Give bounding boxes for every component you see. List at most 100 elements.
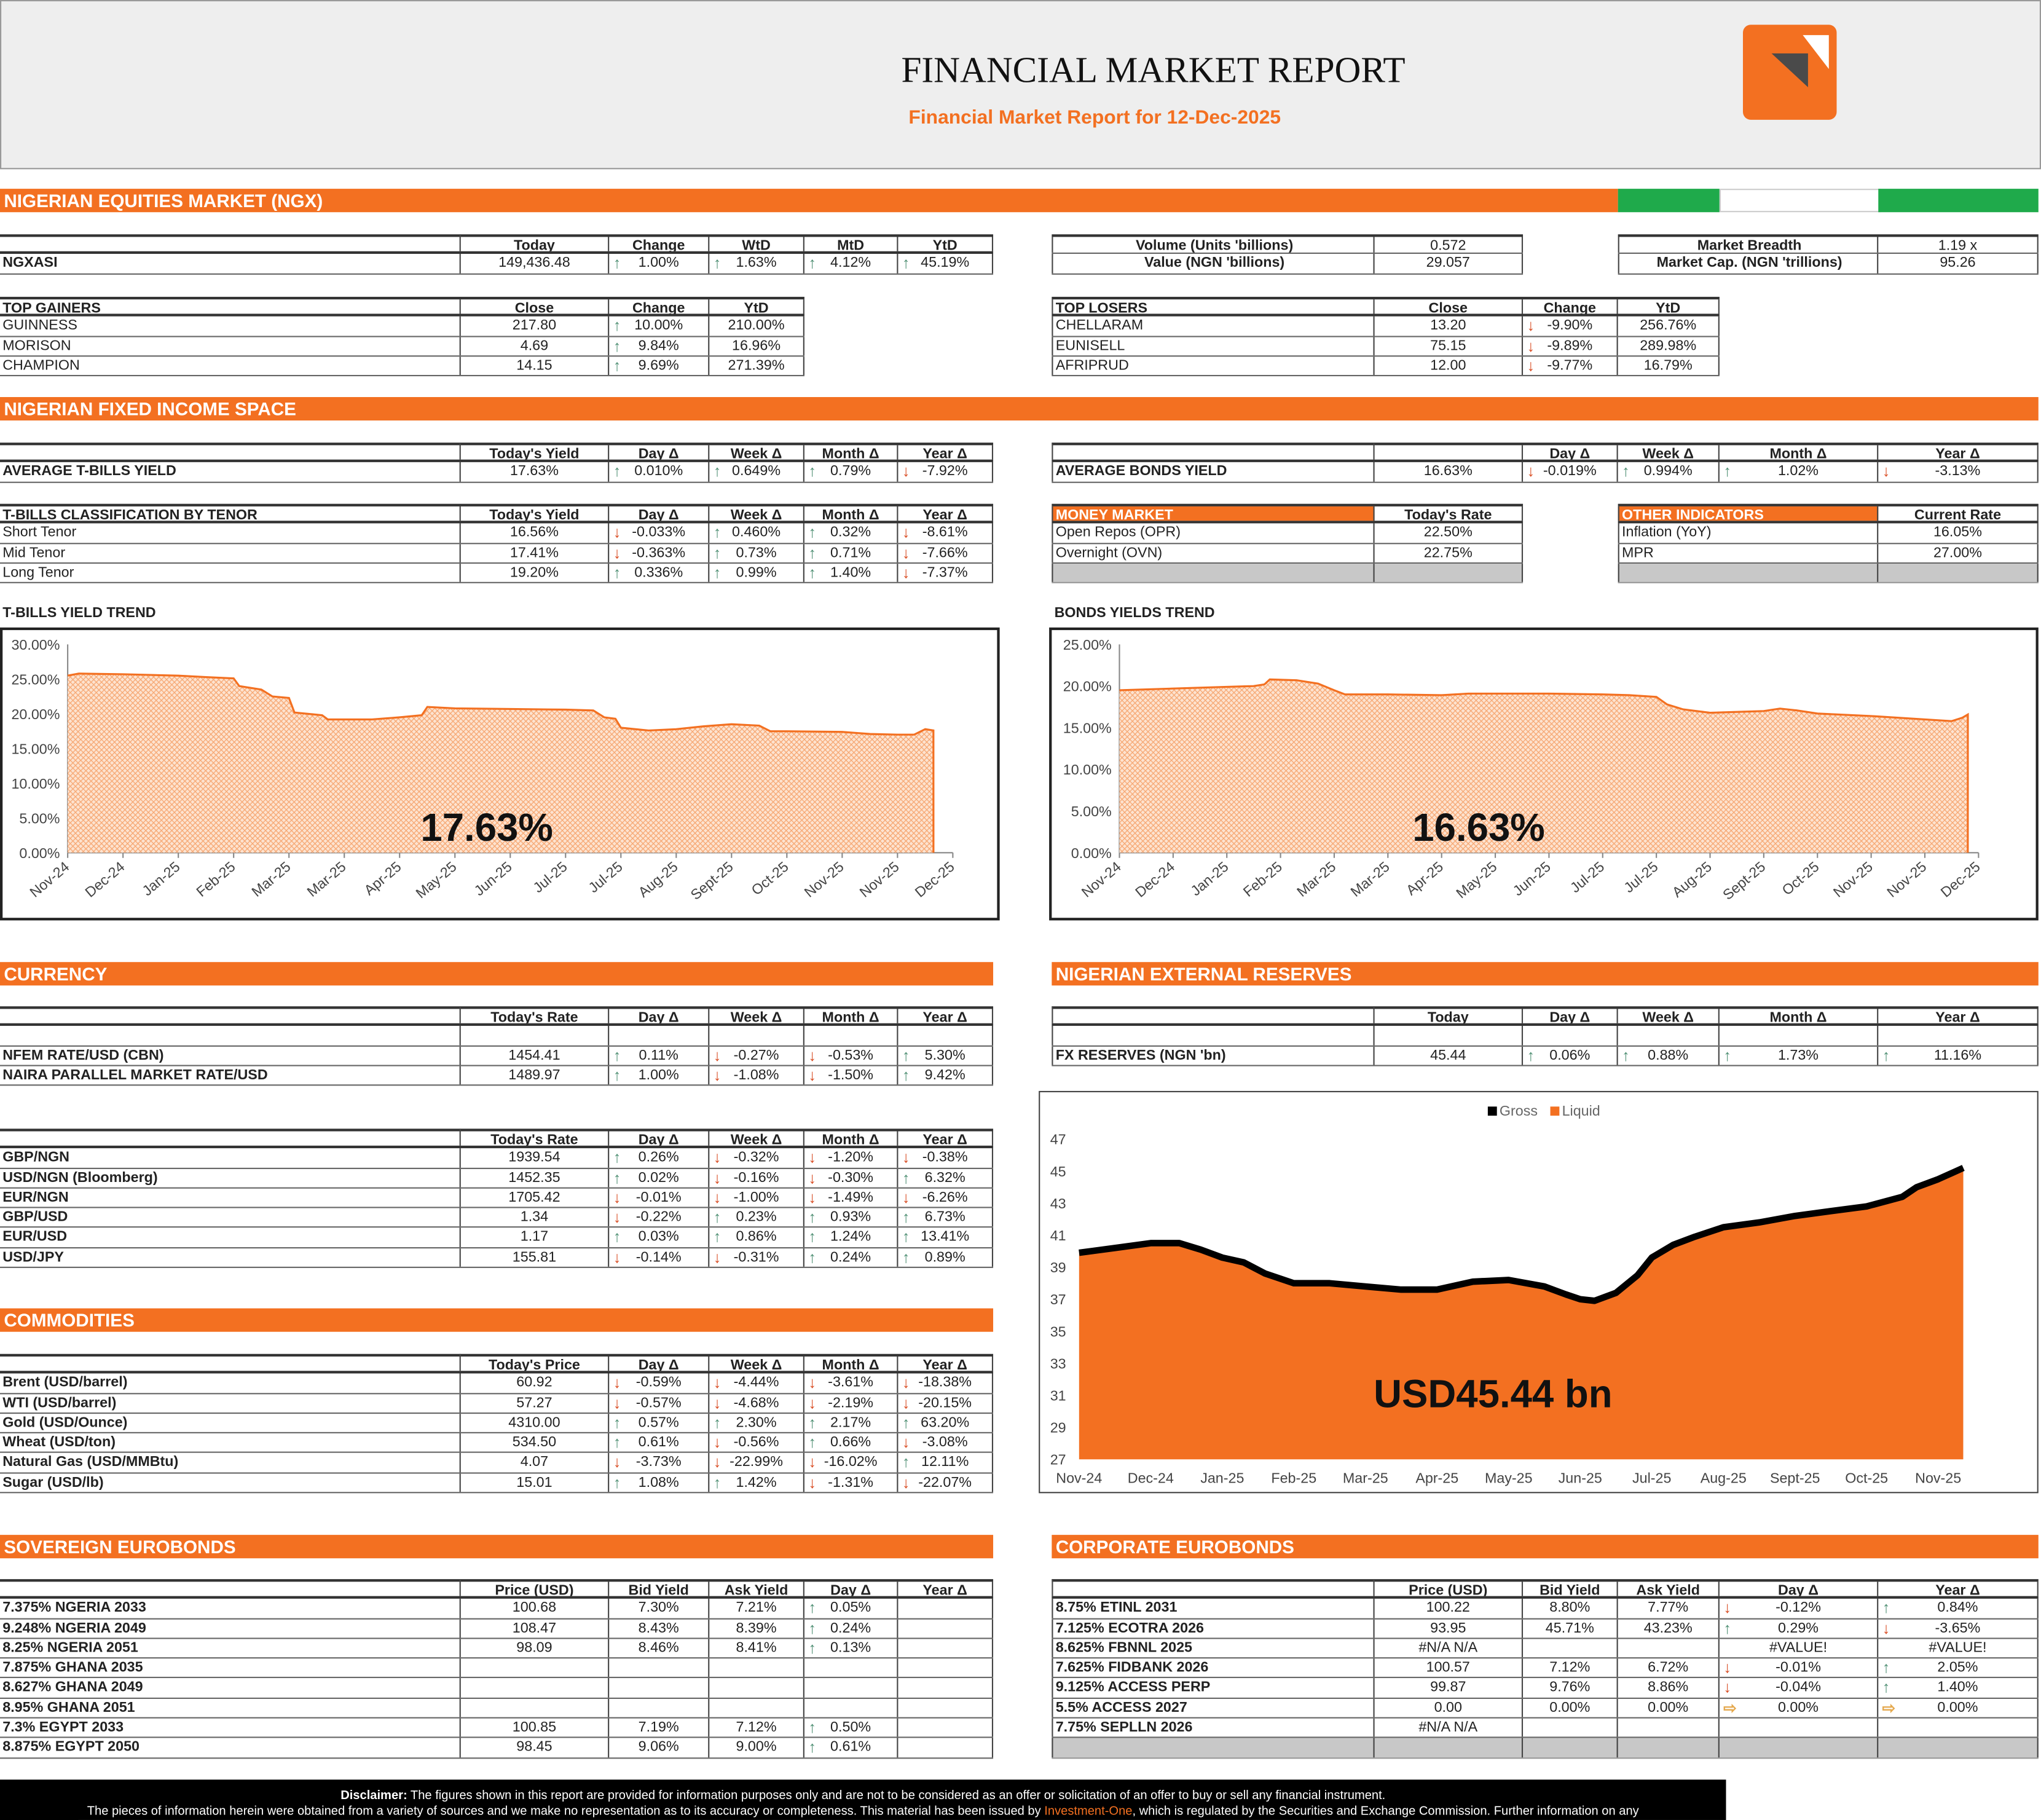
arrow-down-icon: ↓ <box>902 1473 910 1492</box>
table-cell <box>1375 1738 1524 1757</box>
table-cell: ↑ 2.05% <box>1878 1658 2039 1678</box>
table-losers: TOP LOSERS Close Change YtD CHELLARAM 13.20 ↓ -… <box>1052 296 1720 377</box>
table-cell: ↑ 45.19% <box>898 254 994 273</box>
table-header-row: Price (USD) Bid Yield Ask Yield Day Δ Year Δ <box>1052 1579 2039 1599</box>
cell-value: 0.24% <box>830 1249 871 1266</box>
row-label: 9.125% ACCESS PERP <box>1052 1679 1375 1698</box>
cell-value: 0.93% <box>830 1210 871 1226</box>
table-row: Mid Tenor 17.41% ↓ -0.363% ↑ 0.73% ↑ 0.71% ↓ -7.6… <box>0 543 994 564</box>
arrow-down-icon: ↓ <box>613 1393 621 1412</box>
current-yield-label: 17.63% <box>420 806 553 849</box>
table-cell <box>804 1658 899 1678</box>
table-ngxasi: Today Change WtD MtD YtD NGXASI 149,436.48 ↑ 1.0… <box>0 234 994 275</box>
table-corporate: Price (USD) Bid Yield Ask Yield Day Δ Year Δ… <box>1052 1579 2039 1759</box>
cell-value: 0.57% <box>638 1415 679 1431</box>
table-cell: 16.56% <box>461 524 610 543</box>
table-cell: ↑ 0.649% <box>709 462 804 481</box>
cell-value: -3.13% <box>1935 463 1981 480</box>
tbills-yield-chart: 0.00% 5.00% 10.00% 15.00% 20.00% 25.00% 30.00%… <box>0 627 1000 921</box>
column-header <box>1052 1006 1375 1024</box>
table-cell: ↓ -0.27% <box>709 1046 804 1065</box>
x-tick-label: Mar-25 <box>1348 859 1393 900</box>
table-commodities: Today's Price Day Δ Week Δ Month Δ Year Δ Bre… <box>0 1353 994 1494</box>
arrow-down-icon: ↓ <box>713 1248 722 1267</box>
column-header: Day Δ <box>609 1356 710 1371</box>
arrow-down-icon: ↓ <box>713 1393 722 1412</box>
column-header: Week Δ <box>709 1009 804 1024</box>
table-cell <box>461 1026 610 1045</box>
table-cell <box>804 1679 899 1698</box>
table-cell <box>898 1718 994 1738</box>
issuer-link[interactable]: Investment-One <box>1044 1804 1133 1819</box>
column-header: Price (USD) <box>1375 1582 1524 1597</box>
x-tick-label: Mar-25 <box>1343 1470 1388 1486</box>
column-header <box>0 1353 461 1371</box>
cell-value: -1.31% <box>828 1475 874 1491</box>
table-cell: 93.95 <box>1375 1618 1524 1638</box>
table-cell: ↓ -20.15% <box>898 1393 994 1412</box>
column-header: Close <box>1375 299 1524 315</box>
row-label: 8.875% EGYPT 2050 <box>0 1738 461 1757</box>
table-row: 7.75% SEPLLN 2026 #N/A N/A <box>1052 1718 2039 1739</box>
x-tick-label: Jul-25 <box>530 859 570 896</box>
table-row: 7.375% NGERIA 2033 100.68 7.30% 7.21% ↑ 0.05% <box>0 1599 994 1619</box>
table-cell: 9.76% <box>1523 1679 1618 1698</box>
column-header: Change <box>1523 299 1618 315</box>
table-row: Open Repos (OPR) 22.50% <box>1052 524 1524 544</box>
cell-value: 0.73% <box>736 545 777 561</box>
column-header: Today's Price <box>461 1356 610 1371</box>
table-cell: ↓ -7.92% <box>898 462 994 481</box>
table-cell: 16.96% <box>709 336 804 355</box>
table-cell: 8.46% <box>609 1639 710 1658</box>
table-row: Gold (USD/Ounce) 4310.00 ↑ 0.57% ↑ 2.30% ↑ 2.17… <box>0 1413 994 1434</box>
row-label: USD/NGN (Bloomberg) <box>0 1168 461 1188</box>
table-row: MORISON 4.69 ↑ 9.84% 16.96% <box>0 336 804 357</box>
report-header: FINANCIAL MARKET REPORT Financial Market… <box>0 0 2041 170</box>
arrow-down-icon: ↓ <box>613 1248 621 1267</box>
table-row: Long Tenor 19.20% ↑ 0.336% ↑ 0.99% ↑ 1.40% ↓ -7.3… <box>0 563 994 584</box>
arrow-up-icon: ↑ <box>1882 1679 1890 1697</box>
table-cell: ↓ -1.00% <box>709 1188 804 1207</box>
arrow-up-icon: ↑ <box>713 1473 722 1492</box>
table-cell: 16.05% <box>1878 524 2039 543</box>
x-tick-label: Aug-25 <box>1701 1470 1747 1486</box>
row-label: Market Breadth <box>1618 237 1879 253</box>
table-cell <box>1523 1718 1618 1738</box>
table-row: USD/NGN (Bloomberg) 1452.35 ↑ 0.02% ↓ -0.16% ↓… <box>0 1168 994 1189</box>
row-label: 8.95% GHANA 2051 <box>0 1698 461 1717</box>
x-tick-label: May-25 <box>1485 1470 1533 1486</box>
table-cell: ↑ 0.93% <box>804 1208 899 1227</box>
reserves-banner: NIGERIAN EXTERNAL RESERVES <box>1052 962 2039 986</box>
cell-value: -0.56% <box>733 1435 779 1451</box>
column-header: Year Δ <box>898 506 994 521</box>
arrow-down-icon: ↓ <box>902 543 910 562</box>
table-cell: ↑ 1.63% <box>709 254 804 273</box>
table-cell: ↓ -3.13% <box>1878 462 2039 481</box>
x-tick-label: Nov-25 <box>857 859 902 900</box>
cell-value: 0.88% <box>1648 1047 1689 1063</box>
row-label: EUNISELL <box>1052 336 1375 355</box>
cell-value: 0.99% <box>736 564 777 581</box>
table-cell: ↑ 0.02% <box>609 1168 710 1188</box>
table-cell: 4.07 <box>461 1453 610 1472</box>
row-label: CHAMPION <box>0 357 461 376</box>
column-header: Year Δ <box>898 445 994 460</box>
x-tick-label: Jul-25 <box>1567 859 1607 896</box>
arrow-up-icon: ↑ <box>1882 1046 1890 1065</box>
row-label: 7.375% NGERIA 2033 <box>0 1599 461 1618</box>
table-cell: 0.00% <box>1618 1698 1720 1717</box>
column-header: Day Δ <box>609 445 710 460</box>
table-cell: ↑ 0.06% <box>1523 1046 1618 1065</box>
column-header: Today's Rate <box>461 1009 610 1024</box>
row-label: GBP/USD <box>0 1208 461 1227</box>
x-tick-label: Dec-24 <box>82 859 127 900</box>
table-cell: 98.45 <box>461 1738 610 1757</box>
y-tick-label: 10.00% <box>1063 762 1112 778</box>
banner-green-block <box>1618 189 1720 213</box>
table-volume: Volume (Units 'billions) 0.572 Value (NGN … <box>1052 234 1524 275</box>
arrow-down-icon: ↓ <box>1527 357 1535 375</box>
arrow-down-icon: ↓ <box>902 1148 910 1167</box>
cell-value: 63.20% <box>921 1415 970 1431</box>
table-cell: 9.00% <box>709 1738 804 1757</box>
table-row: Sugar (USD/lb) 15.01 ↑ 1.08% ↑ 1.42% ↓ -1.31% ↓ -… <box>0 1473 994 1494</box>
